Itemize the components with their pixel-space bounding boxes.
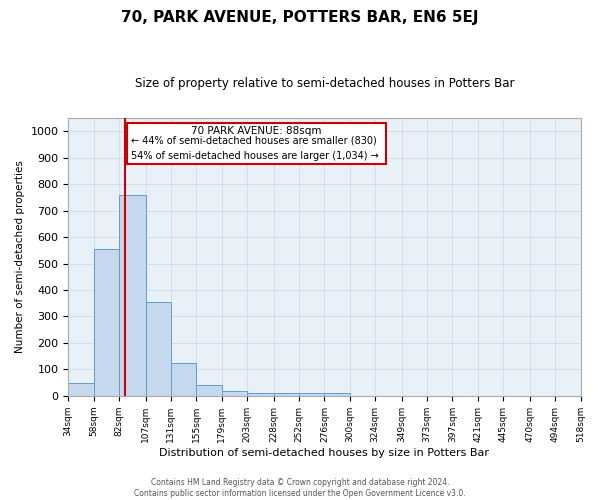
Bar [325, 393, 350, 396]
Bar [299, 393, 325, 396]
Text: Contains HM Land Registry data © Crown copyright and database right 2024.
Contai: Contains HM Land Registry data © Crown c… [134, 478, 466, 498]
Bar [94, 249, 119, 396]
Bar [146, 302, 171, 396]
FancyBboxPatch shape [127, 123, 386, 164]
Bar [171, 363, 196, 396]
Y-axis label: Number of semi-detached properties: Number of semi-detached properties [15, 160, 25, 354]
X-axis label: Distribution of semi-detached houses by size in Potters Bar: Distribution of semi-detached houses by … [160, 448, 490, 458]
Bar [119, 195, 146, 396]
Bar [222, 391, 247, 396]
Bar [274, 393, 299, 396]
Bar [68, 382, 94, 396]
Title: Size of property relative to semi-detached houses in Potters Bar: Size of property relative to semi-detach… [134, 78, 514, 90]
Text: 70 PARK AVENUE: 88sqm: 70 PARK AVENUE: 88sqm [191, 126, 322, 136]
Text: 54% of semi-detached houses are larger (1,034) →: 54% of semi-detached houses are larger (… [131, 152, 379, 162]
Text: 70, PARK AVENUE, POTTERS BAR, EN6 5EJ: 70, PARK AVENUE, POTTERS BAR, EN6 5EJ [121, 10, 479, 25]
Text: ← 44% of semi-detached houses are smaller (830): ← 44% of semi-detached houses are smalle… [131, 135, 377, 145]
Bar [247, 393, 274, 396]
Bar [196, 386, 222, 396]
